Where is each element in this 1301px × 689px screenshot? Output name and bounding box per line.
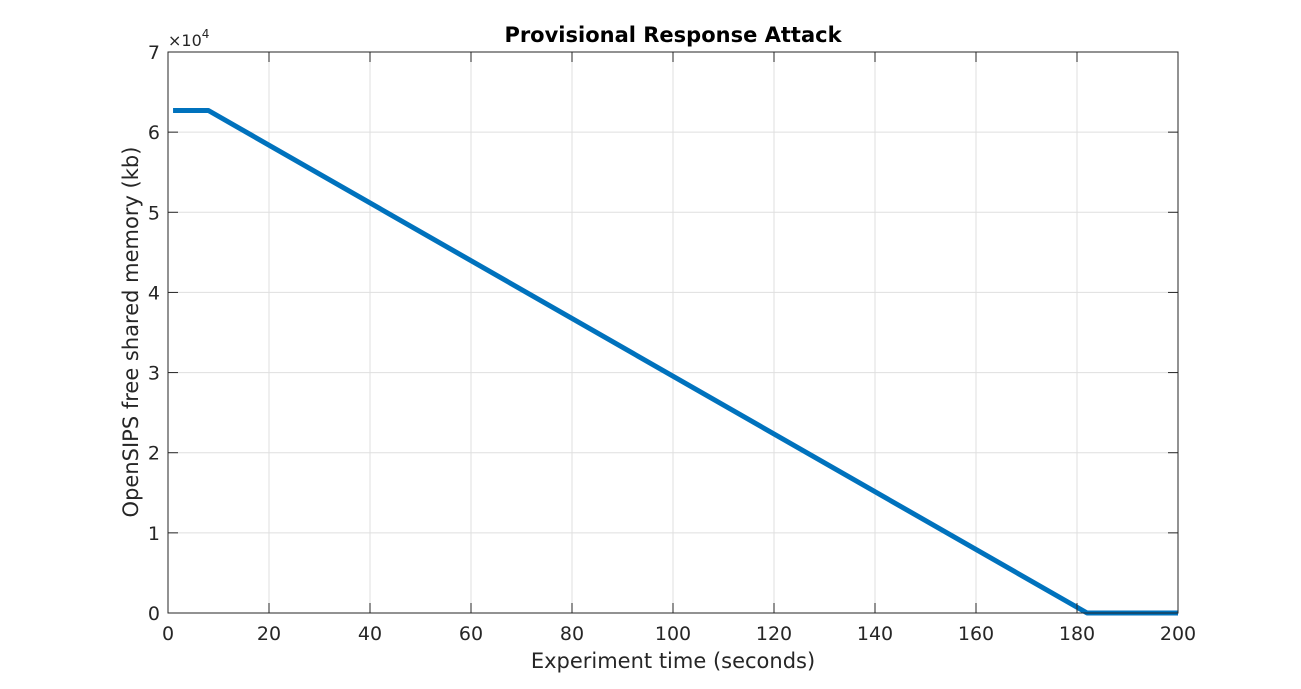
x-tick-label: 100 [655, 623, 691, 645]
y-tick-label: 6 [148, 122, 160, 144]
x-tick-label: 60 [459, 623, 483, 645]
x-axis-label: Experiment time (seconds) [531, 649, 815, 673]
y-tick-label: 7 [148, 42, 160, 64]
x-tick-label: 0 [162, 623, 174, 645]
chart-title: Provisional Response Attack [504, 23, 842, 47]
y-exponent-label: ×104 [168, 27, 209, 50]
x-tick-label: 140 [857, 623, 893, 645]
y-tick-label: 5 [148, 202, 160, 224]
x-tick-label: 20 [257, 623, 281, 645]
y-tick-label: 1 [148, 523, 160, 545]
y-tick-labels: 0 1 2 3 4 5 6 7 [148, 42, 160, 625]
y-axis-label: OpenSIPS free shared memory (kb) [119, 147, 143, 518]
x-tick-label: 40 [358, 623, 382, 645]
y-tick-label: 0 [148, 603, 160, 625]
x-tick-label: 120 [756, 623, 792, 645]
y-tick-label: 3 [148, 363, 160, 385]
x-tick-label: 180 [1059, 623, 1095, 645]
x-tick-label: 200 [1160, 623, 1196, 645]
y-tick-label: 4 [148, 282, 160, 304]
x-tick-label: 160 [958, 623, 994, 645]
x-tick-labels: 0 20 40 60 80 100 120 140 160 180 200 [162, 623, 1196, 645]
y-tick-label: 2 [148, 443, 160, 465]
tick-marks [167, 51, 1179, 614]
x-tick-label: 80 [560, 623, 584, 645]
